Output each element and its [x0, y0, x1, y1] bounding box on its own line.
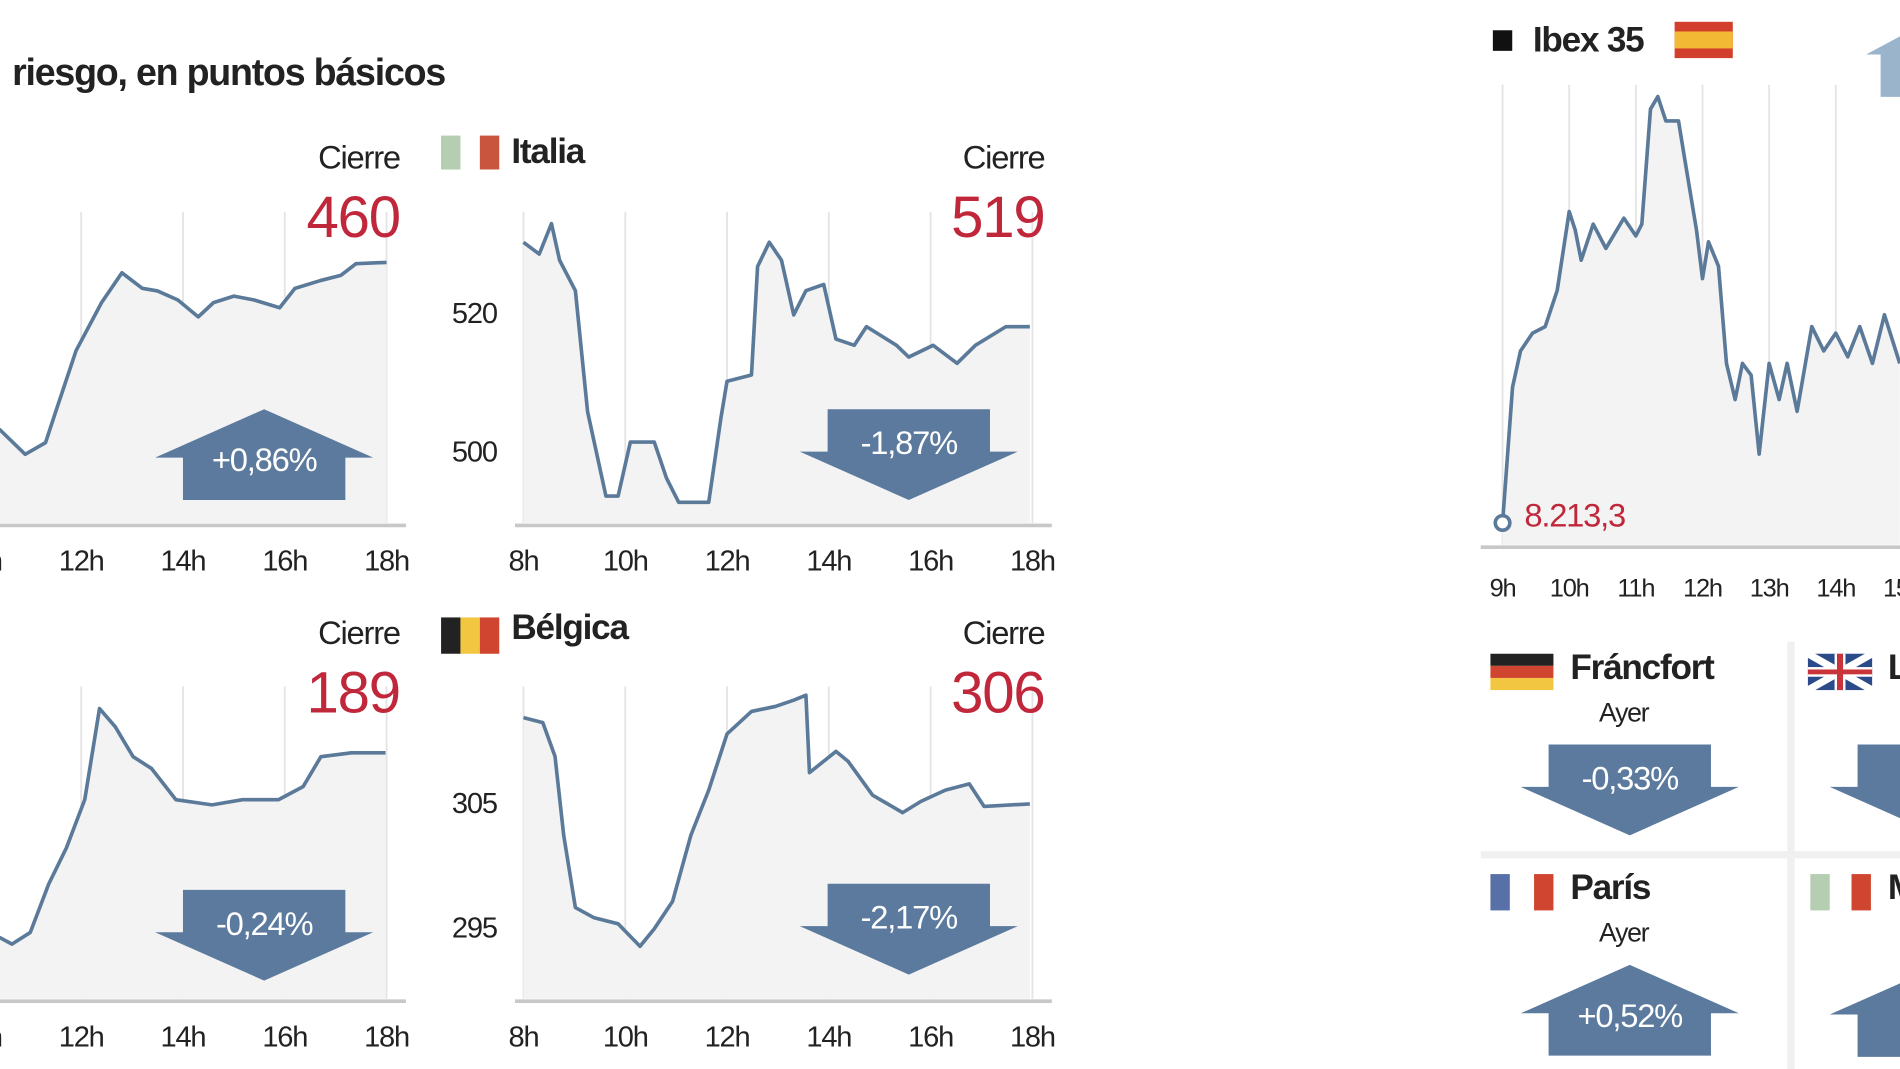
x-tick-label: 14h: [1816, 574, 1855, 602]
change-label: -0,24%: [216, 905, 312, 942]
x-tick-label: 11h: [1617, 574, 1654, 602]
flag-belgica: [441, 617, 500, 654]
line: [0, 706, 386, 946]
change-arrow: [155, 409, 374, 500]
change-label: -0,33%: [1582, 760, 1678, 797]
x-tick-label: 16h: [908, 1021, 953, 1053]
x-tick-label: 18h: [364, 1021, 409, 1053]
y-tick-label: 520: [452, 298, 498, 330]
x-tick-label: 14h: [806, 546, 851, 578]
x-tick-label: 18h: [364, 546, 409, 578]
flag-germany: [1490, 653, 1554, 691]
start-point: [1493, 513, 1512, 532]
line: [522, 221, 1030, 505]
line: [1500, 94, 1900, 524]
chart-name: Ibex 35: [1533, 21, 1644, 60]
close-label: Cierre: [963, 138, 1045, 175]
x-tick-label: 13h: [1750, 574, 1789, 602]
x-tick-label: 10h: [0, 546, 2, 578]
x-tick-label: 10h: [603, 546, 648, 578]
market-note: Ayer: [1599, 697, 1650, 727]
market-name: París: [1570, 868, 1651, 907]
change-label: -2,17%: [861, 899, 957, 936]
x-tick-label: 9h: [1490, 574, 1516, 602]
close-label: Cierre: [318, 138, 400, 175]
x-tick-label: 16h: [262, 1021, 307, 1053]
flag-italy: [1810, 874, 1871, 911]
y-tick-label: 305: [452, 788, 497, 820]
x-tick-label: 16h: [908, 546, 953, 578]
x-tick-label: 18h: [1010, 546, 1055, 578]
x-tick-label: 15h: [1883, 574, 1900, 602]
change-label: +0,52%: [1578, 997, 1683, 1034]
market-note: Ayer: [1599, 918, 1650, 948]
flag-uk: [1806, 650, 1874, 694]
x-tick-label: 10h: [1550, 574, 1589, 602]
change-arrow: [799, 883, 1018, 975]
close-value: 189: [306, 661, 399, 726]
ibex-marker: [1492, 30, 1513, 51]
arrow-cropped: [1829, 983, 1900, 1057]
x-tick-label: 10h: [0, 1021, 2, 1053]
close-label: Cierre: [318, 614, 400, 651]
x-tick-label: 12h: [1683, 574, 1722, 602]
close-value: 306: [951, 661, 1044, 726]
change-label: -1,87%: [861, 424, 957, 461]
line: [0, 260, 387, 457]
flag-spain: [1674, 21, 1733, 59]
x-tick-label: 12h: [59, 1021, 104, 1053]
market-name: Fráncfort: [1570, 648, 1715, 687]
line: [523, 693, 1030, 949]
x-tick-label: 12h: [59, 546, 104, 578]
start-label: 8.213,3: [1524, 497, 1625, 534]
change-arrow: [1520, 744, 1739, 836]
y-tick-label: 295: [452, 913, 497, 945]
arrow-cropped: [1829, 744, 1900, 819]
market-name: Londres: [1888, 648, 1900, 687]
x-tick-label: 8h: [509, 546, 539, 578]
flag-italia: [441, 135, 500, 170]
close-value: 460: [306, 185, 399, 250]
chart-name: Bélgica: [511, 608, 629, 647]
close-label: Cierre: [963, 614, 1045, 651]
change-arrow: [799, 409, 1018, 500]
flag-france: [1490, 874, 1554, 911]
corner-arrow: [1866, 36, 1900, 97]
x-tick-label: 16h: [262, 546, 307, 578]
x-tick-label: 14h: [161, 546, 206, 578]
x-tick-label: 10h: [603, 1021, 648, 1053]
change-label: +0,86%: [212, 441, 317, 478]
x-tick-label: 14h: [161, 1021, 206, 1053]
x-tick-label: 12h: [705, 546, 750, 578]
change-arrow: [1520, 964, 1739, 1056]
area: [1502, 96, 1900, 545]
chart-name: Italia: [511, 132, 585, 171]
market-name: Milán: [1888, 868, 1900, 907]
x-tick-label: 12h: [705, 1021, 750, 1053]
page-title: riesgo, en puntos básicos: [12, 51, 445, 93]
x-tick-label: 14h: [806, 1021, 851, 1053]
change-arrow: [155, 889, 374, 981]
x-tick-label: 8h: [509, 1021, 539, 1053]
y-tick-label: 500: [452, 437, 498, 469]
close-value: 519: [951, 185, 1044, 250]
x-tick-label: 18h: [1010, 1021, 1055, 1053]
